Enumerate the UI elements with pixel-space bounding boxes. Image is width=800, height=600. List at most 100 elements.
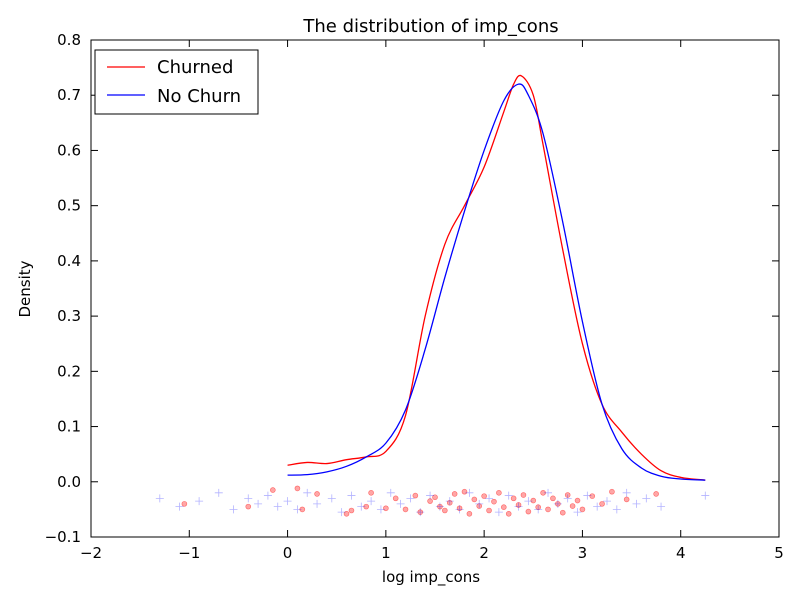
- rug-point-no-churn: [573, 508, 582, 517]
- chart-title: The distribution of imp_cons: [302, 16, 558, 37]
- x-tick-label: 3: [578, 544, 588, 562]
- rug-point-no-churn: [293, 505, 302, 514]
- legend-label-no-churn: No Churn: [157, 86, 241, 107]
- rug-point-churned: [294, 485, 301, 492]
- rug-point-no-churn: [263, 491, 272, 500]
- rug-point-churned: [515, 502, 522, 508]
- rug-point-no-churn: [229, 505, 238, 514]
- rug-point-churned: [486, 507, 492, 514]
- y-tick-label: 0.0: [57, 473, 81, 491]
- rug-point-churned: [432, 494, 438, 501]
- rug-point-no-churn: [504, 491, 513, 500]
- rug-point-churned: [270, 487, 276, 493]
- x-tick-label: 4: [676, 544, 686, 562]
- rug-point-no-churn: [612, 505, 621, 514]
- rug-point-churned: [456, 505, 463, 512]
- density-line-churned: [287, 74, 706, 481]
- density-line-no-churn: [287, 83, 706, 481]
- rug-point-churned: [417, 509, 424, 515]
- rug-point-churned: [343, 511, 350, 517]
- rug-point-no-churn: [603, 497, 611, 506]
- rug-point-churned: [530, 497, 537, 504]
- density-lines: [287, 74, 706, 481]
- rug-point-churned: [520, 492, 527, 498]
- rug-point-churned: [540, 490, 546, 496]
- plot-frame: [90, 39, 780, 538]
- rug-point-churned: [609, 488, 615, 495]
- rug-point-no-churn: [657, 502, 666, 511]
- rug-point-churned: [653, 491, 659, 497]
- rug-point-no-churn: [244, 494, 253, 503]
- y-tick-label: −0.1: [45, 528, 81, 546]
- legend: Churned No Churn: [94, 49, 259, 115]
- x-tick-label: 0: [283, 544, 293, 562]
- rug-point-churned: [442, 507, 448, 514]
- rug-point-churned: [481, 493, 487, 499]
- rug-point-no-churn: [524, 497, 533, 506]
- rug-point-churned: [579, 506, 586, 513]
- rug-point-churned: [314, 491, 320, 497]
- rug-point-churned: [383, 505, 389, 512]
- y-tick-label: 0.1: [57, 418, 81, 436]
- rug-point-no-churn: [583, 491, 592, 500]
- rug-point-no-churn: [455, 505, 464, 514]
- rug-point-churned: [510, 495, 517, 502]
- rug-point-no-churn: [435, 502, 444, 511]
- rug-points: [155, 485, 710, 517]
- rug-point-no-churn: [337, 508, 346, 517]
- rug-point-churned: [451, 491, 458, 497]
- rug-point-churned: [599, 501, 605, 507]
- x-tick-label: 1: [381, 544, 391, 562]
- y-tick-label: 0.6: [57, 141, 81, 159]
- rug-point-churned: [589, 493, 596, 499]
- rug-point-churned: [181, 501, 188, 507]
- rug-point-no-churn: [283, 497, 292, 506]
- y-axis-label: Density: [16, 260, 34, 317]
- rug-point-no-churn: [396, 499, 405, 508]
- rug-point-no-churn: [553, 499, 562, 508]
- y-tick-label: 0.3: [57, 307, 81, 325]
- x-axis-label: log imp_cons: [382, 568, 480, 587]
- rug-point-no-churn: [195, 497, 204, 506]
- rug-point-no-churn: [357, 502, 366, 511]
- rug-point-churned: [427, 498, 433, 504]
- rug-point-no-churn: [155, 494, 164, 503]
- rug-point-churned: [348, 507, 355, 514]
- rug-point-churned: [564, 492, 571, 498]
- rug-point-no-churn: [534, 505, 543, 514]
- rug-point-no-churn: [416, 508, 425, 517]
- rug-point-no-churn: [632, 499, 641, 508]
- rug-point-no-churn: [485, 494, 494, 503]
- rug-point-churned: [363, 503, 370, 510]
- rug-point-no-churn: [514, 502, 523, 511]
- y-tick-label: 0.5: [57, 197, 81, 215]
- axis-ticks: −2 −1 0 1 2 3 4 5 −0.1 0.0 0.1 0.2 0.3 0.4 0.5 0.6 0.7 0.…: [45, 31, 784, 562]
- x-tick-label: 5: [774, 544, 784, 562]
- rug-point-churned: [491, 498, 497, 505]
- y-tick-label: 0.2: [57, 362, 81, 380]
- rug-point-no-churn: [475, 499, 484, 508]
- rug-point-no-churn: [642, 494, 651, 503]
- rug-point-churned: [574, 497, 581, 504]
- rug-point-no-churn: [175, 502, 184, 511]
- rug-point-churned: [412, 492, 419, 499]
- rug-point-no-churn: [273, 502, 282, 511]
- rug-point-churned: [505, 511, 512, 517]
- rug-point-no-churn: [445, 497, 454, 506]
- rug-point-churned: [402, 506, 409, 513]
- rug-point-no-churn: [426, 491, 435, 500]
- legend-box: [94, 49, 259, 115]
- x-tick-label: 2: [479, 544, 489, 562]
- rug-point-churned: [569, 503, 576, 509]
- x-tick-label: −2: [80, 544, 102, 562]
- rug-point-no-churn: [367, 497, 376, 506]
- legend-label-churned: Churned: [157, 57, 233, 78]
- rug-point-churned: [392, 495, 399, 502]
- rug-point-no-churn: [214, 488, 223, 497]
- rug-point-no-churn: [701, 491, 710, 500]
- rug-point-no-churn: [622, 488, 631, 497]
- rug-point-churned: [466, 511, 473, 517]
- y-tick-label: 0.4: [57, 252, 81, 270]
- y-tick-label: 0.8: [57, 31, 81, 49]
